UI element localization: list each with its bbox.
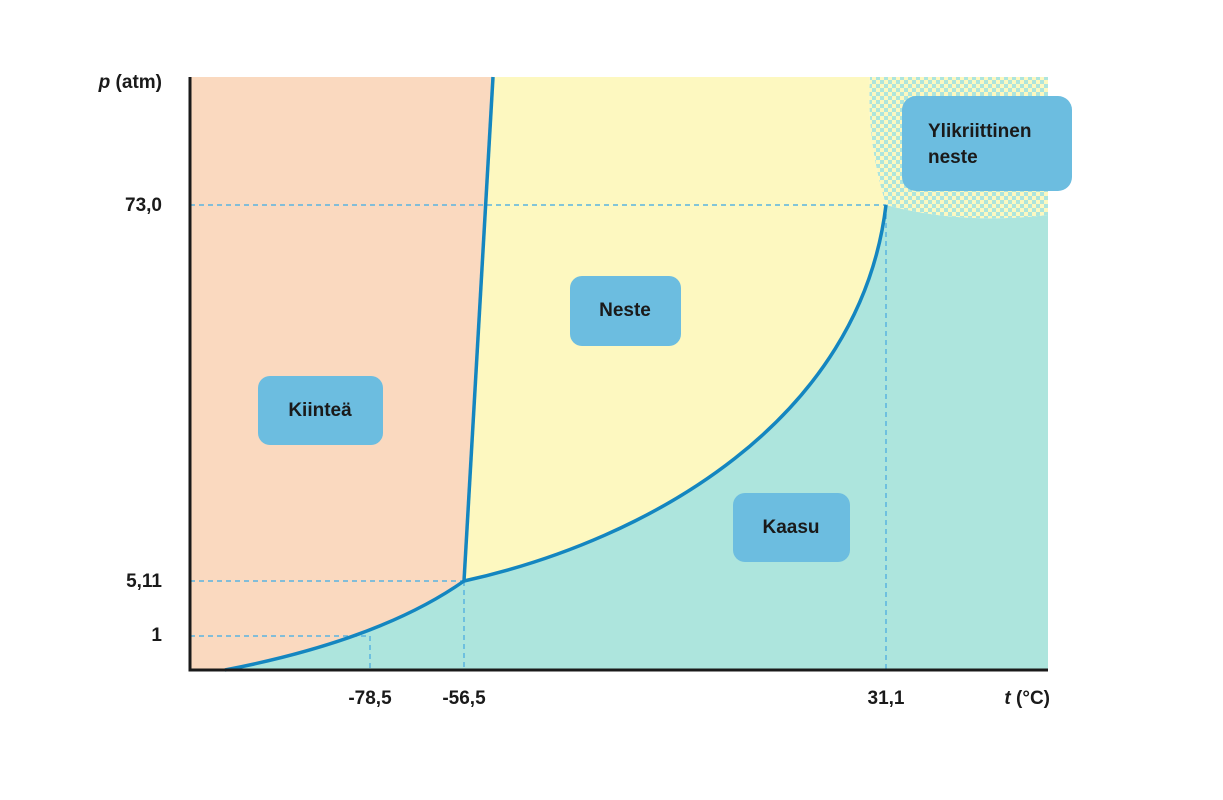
label-text: Kiinteä	[288, 400, 352, 421]
label-text: neste	[928, 147, 978, 168]
y-axis-label: p (atm)	[98, 72, 162, 93]
guide-lines	[190, 204, 887, 670]
x-tick-label: -56,5	[442, 688, 486, 709]
label-text: Neste	[599, 300, 651, 321]
sublimation-curve	[224, 579, 466, 672]
y-unit: (atm)	[116, 72, 162, 93]
x-variable: t	[1004, 688, 1011, 709]
y-tick-label: 5,11	[126, 571, 162, 592]
region-label: Ylikriittinen neste	[902, 96, 1072, 191]
x-tick-label: -78,5	[348, 688, 392, 709]
region-label: Kiinteä	[258, 376, 383, 445]
y-variable: p	[98, 72, 111, 93]
melting-curve	[462, 76, 495, 582]
solid-region	[190, 77, 493, 670]
x-tick-label: 31,1	[868, 688, 905, 709]
region-label: Neste	[570, 276, 681, 346]
label-text: Kaasu	[762, 517, 819, 538]
axes	[188, 77, 1048, 672]
x-unit: (°C)	[1016, 688, 1050, 709]
x-axis-label: t (°C)	[1004, 688, 1050, 709]
region-label: Kaasu	[733, 493, 850, 562]
y-tick-label: 1	[151, 625, 162, 646]
label-text: Ylikriittinen	[928, 121, 1031, 142]
y-tick-label: 73,0	[125, 195, 162, 216]
vaporization-curve	[463, 204, 888, 583]
